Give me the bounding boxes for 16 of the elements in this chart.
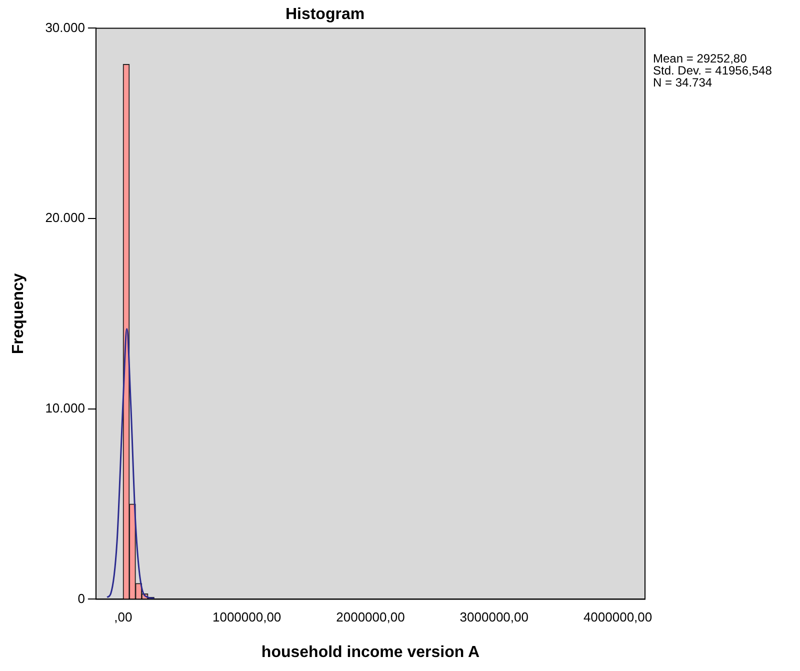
x-tick-label: 2000000,00	[336, 610, 405, 625]
x-tick-label: 3000000,00	[460, 610, 528, 625]
y-tick-label: 0	[78, 590, 85, 606]
y-tick-label: 30.000	[45, 20, 85, 35]
line-series	[106, 328, 155, 600]
chart-title: Histogram	[285, 6, 365, 24]
text: Std. Dev. = 41956,548	[653, 64, 772, 78]
text: Mean = 29252,80	[653, 52, 748, 66]
x-axis-title: household income version A	[261, 644, 480, 661]
x-tick-label: 4000000,00	[583, 610, 652, 625]
y-tick-label: 20.000	[45, 210, 85, 226]
x-tick-label: 1000000,00	[212, 610, 282, 625]
x-tick-label: ,00	[114, 610, 132, 625]
y-axis-title: Frequency	[10, 273, 28, 354]
text: N = 34.734	[653, 76, 712, 90]
y-tick-label: 10.000	[45, 400, 85, 416]
